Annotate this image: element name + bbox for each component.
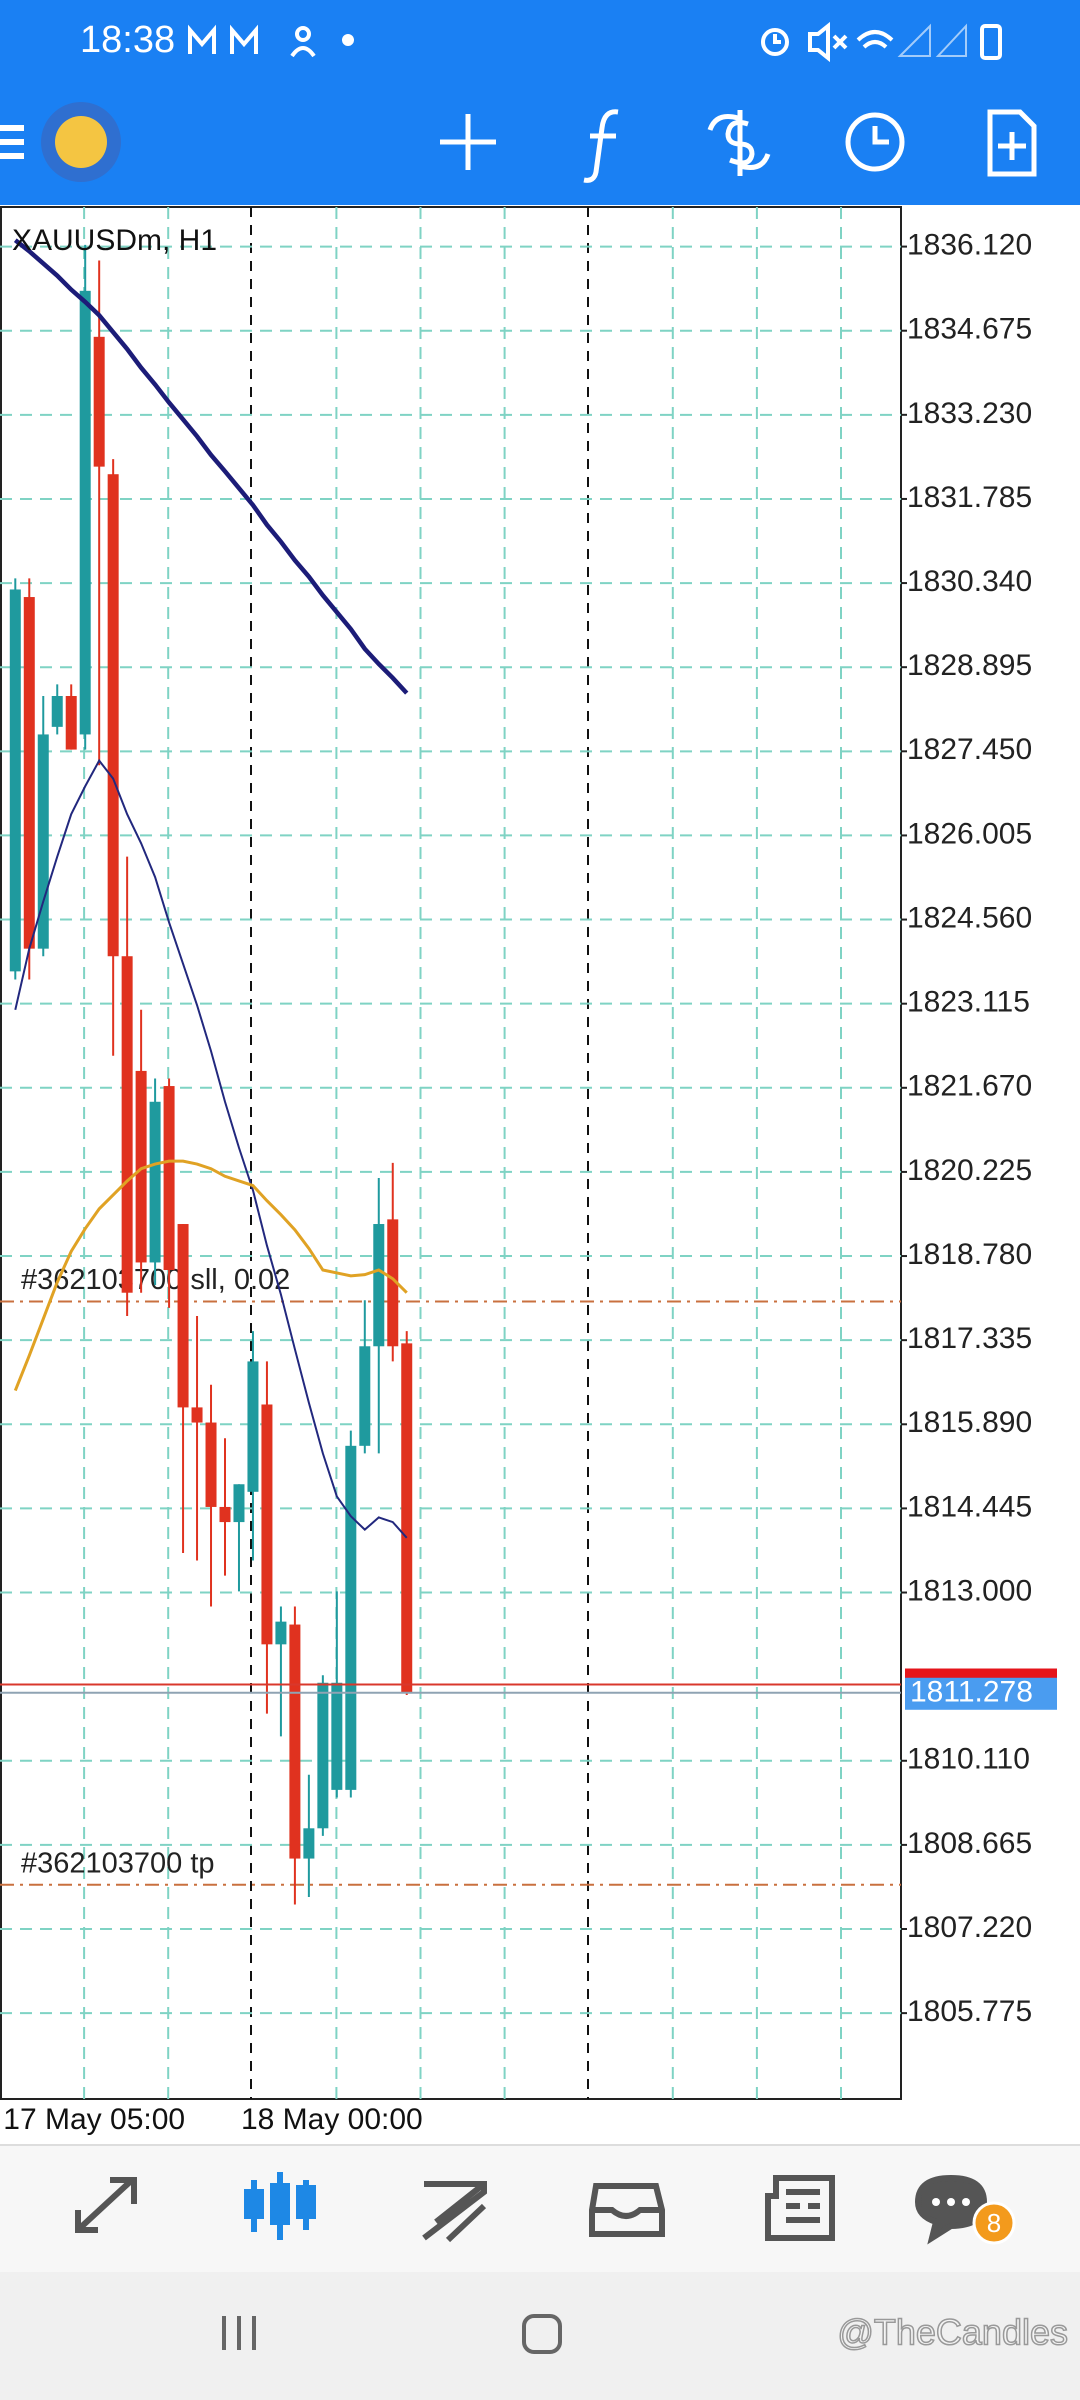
y-tick-label: 1826.005 — [907, 817, 1032, 850]
indicators-button[interactable] — [583, 109, 619, 183]
y-tick-label: 1814.445 — [907, 1490, 1032, 1523]
candle-body — [9, 589, 21, 972]
indicator-line — [14, 758, 408, 1539]
candle-body — [51, 696, 63, 727]
y-tick-label: 1805.775 — [907, 1995, 1032, 2028]
candle-body — [317, 1682, 329, 1829]
app-header — [0, 0, 1080, 205]
order-label: #362103700 tp — [21, 1847, 215, 1879]
candle-body — [247, 1361, 259, 1492]
candle-body — [79, 290, 91, 735]
x-tick-label: 17 May 05:00 — [3, 2103, 185, 2136]
candle-body — [345, 1445, 357, 1790]
status-time: 18:38 — [80, 19, 175, 61]
history-tab[interactable] — [589, 2183, 665, 2237]
watermark: @TheCandles — [837, 2312, 1068, 2353]
candle-body — [331, 1682, 343, 1790]
system-nav — [0, 2272, 1080, 2400]
app-logo-core — [55, 116, 107, 168]
candle-body — [219, 1506, 231, 1523]
messages-tab[interactable] — [914, 2174, 988, 2245]
y-tick-label: 1828.895 — [907, 649, 1032, 682]
bid-price-label: 1811.278 — [910, 1676, 1033, 1709]
badge-count: 8 — [987, 2208, 1001, 2238]
indicator-line — [13, 1159, 408, 1392]
candle-body — [37, 734, 49, 949]
y-tick-label: 1817.335 — [907, 1322, 1032, 1355]
y-tick-label: 1834.675 — [907, 313, 1032, 346]
candle-body — [373, 1224, 385, 1347]
candle-body — [261, 1404, 273, 1645]
candle-body — [191, 1407, 203, 1423]
y-tick-label: 1813.000 — [907, 1574, 1032, 1607]
news-tab[interactable] — [765, 2175, 835, 2241]
candle-body — [275, 1621, 287, 1645]
trade-tab[interactable] — [422, 2181, 487, 2243]
new-order-button[interactable] — [987, 109, 1037, 177]
y-tick-label: 1820.225 — [907, 1154, 1032, 1187]
candle-body — [149, 1101, 161, 1263]
trade-button[interactable] — [707, 110, 771, 176]
chart-symbol: XAUUSDm, H1 — [12, 224, 217, 257]
bottom-nav — [0, 2145, 1080, 2272]
candle-body — [387, 1219, 399, 1347]
recents-button[interactable] — [222, 2316, 256, 2350]
messages-badge — [972, 2201, 1016, 2245]
quotes-tab[interactable] — [75, 2177, 137, 2233]
menu-button[interactable] — [0, 125, 24, 159]
y-tick-label: 1824.560 — [907, 901, 1032, 934]
y-tick-label: 1818.780 — [907, 1238, 1032, 1271]
candle-body — [107, 474, 119, 957]
status-icons — [188, 21, 1002, 63]
toolbar — [0, 102, 1037, 183]
candle-body — [121, 956, 133, 1293]
y-tick-label: 1808.665 — [907, 1827, 1032, 1860]
y-tick-label: 1807.220 — [907, 1911, 1032, 1944]
candle-body — [401, 1343, 413, 1693]
y-tick-label: 1833.230 — [907, 397, 1032, 430]
y-tick-label: 1823.115 — [907, 986, 1030, 1019]
candle-body — [233, 1484, 245, 1523]
candle-body — [135, 1070, 147, 1263]
crosshair-button[interactable] — [440, 114, 496, 170]
candle-body — [93, 336, 105, 467]
y-tick-label: 1827.450 — [907, 733, 1032, 766]
candle-body — [359, 1346, 371, 1446]
y-tick-label: 1830.340 — [907, 565, 1032, 598]
candle-body — [205, 1422, 217, 1507]
candle-body — [303, 1828, 315, 1859]
y-tick-label: 1836.120 — [907, 229, 1032, 262]
y-tick-label: 1821.670 — [907, 1070, 1032, 1103]
candle-body — [65, 696, 77, 750]
home-button[interactable] — [522, 2314, 562, 2354]
x-tick-label: 18 May 00:00 — [241, 2103, 423, 2136]
y-tick-label: 1810.110 — [907, 1743, 1030, 1776]
candle-body — [23, 597, 35, 949]
candle-body — [177, 1224, 189, 1408]
y-tick-label: 1815.890 — [907, 1406, 1032, 1439]
chart-tab[interactable] — [244, 2172, 316, 2240]
candle-body — [163, 1086, 175, 1271]
y-tick-label: 1831.785 — [907, 481, 1032, 514]
bid-price-box — [905, 1677, 1057, 1710]
candle-body — [289, 1624, 301, 1859]
timeframe-button[interactable] — [845, 112, 905, 172]
indicator-line — [13, 238, 409, 695]
